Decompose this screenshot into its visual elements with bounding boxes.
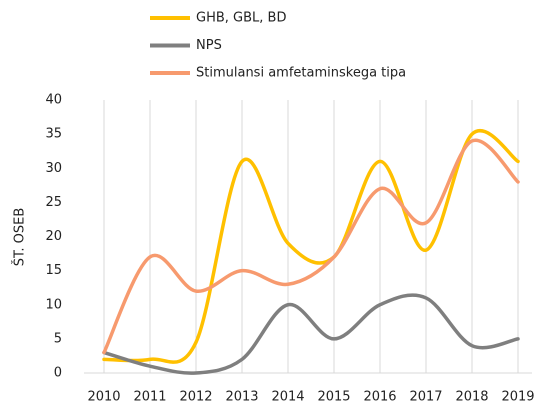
x-tick-label: 2019 [501, 390, 534, 405]
legend-label: NPS [196, 38, 222, 53]
y-tick-label: 35 [45, 127, 62, 142]
series-line [102, 129, 520, 364]
x-tick-label: 2014 [271, 390, 304, 405]
x-tick-label: 2016 [363, 390, 396, 405]
series-line [102, 293, 520, 375]
legend-label: Stimulansi amfetaminskega tipa [196, 66, 406, 81]
series-line [102, 138, 520, 355]
x-tick-label: 2011 [133, 390, 166, 405]
y-tick-label: 15 [45, 263, 62, 278]
y-tick-label: 30 [45, 161, 62, 176]
x-tick-label: 2017 [409, 390, 442, 405]
y-tick-label: 0 [54, 366, 62, 381]
x-tick-label: 2012 [179, 390, 212, 405]
x-tick-label: 2018 [455, 390, 488, 405]
x-tick-label: 2013 [225, 390, 258, 405]
y-tick-label: 25 [45, 195, 62, 210]
y-tick-label: 5 [54, 331, 62, 346]
y-axis-label: ŠT. OSEB [12, 208, 28, 267]
y-tick-label: 10 [45, 297, 62, 312]
legend-label: GHB, GBL, BD [196, 11, 286, 26]
x-tick-label: 2010 [87, 390, 120, 405]
y-tick-label: 20 [45, 229, 62, 244]
y-tick-label: 40 [45, 93, 62, 108]
x-tick-label: 2015 [317, 390, 350, 405]
